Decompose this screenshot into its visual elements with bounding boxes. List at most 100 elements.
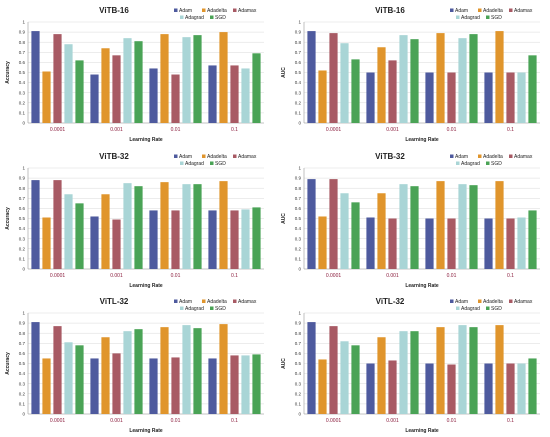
bar-sgd — [410, 39, 419, 123]
bar-adamax — [171, 74, 180, 123]
bar-adamax — [388, 360, 397, 414]
bar-adagrad — [399, 184, 408, 269]
legend-label-adagrad: Adagrad — [185, 306, 204, 312]
legend-label-adamax: Adamax — [238, 154, 257, 160]
y-tick-label: 0.1 — [295, 257, 302, 262]
y-tick-label: 0.9 — [19, 176, 26, 181]
x-tick-label: 0.01 — [171, 418, 181, 424]
y-tick-label: 0.6 — [295, 60, 302, 65]
legend-swatch-adamax — [233, 8, 237, 12]
y-tick-label: 0.1 — [19, 402, 26, 407]
x-tick-label: 0.0001 — [50, 127, 66, 133]
y-tick-label: 0.4 — [295, 371, 302, 376]
y-tick-label: 0.5 — [295, 216, 302, 221]
chart-panel-vitl32-accuracy: ViTL-32 Adam Adadelta Adamax Adagrad SGD 0 0.1 0… — [2, 293, 272, 436]
x-axis-label: Learning Rate — [405, 137, 439, 143]
bar-adam — [90, 216, 99, 269]
bar-adagrad — [123, 38, 132, 123]
y-tick-label: 0.4 — [295, 226, 302, 231]
bar-adamax — [171, 210, 180, 269]
bar-sgd — [410, 186, 419, 269]
bar-adamax — [53, 34, 62, 124]
legend-swatch-adagrad — [180, 306, 184, 310]
bar-sgd — [528, 358, 537, 414]
legend-label-adamax: Adamax — [514, 8, 533, 14]
bar-adam — [208, 210, 217, 269]
bar-adam — [31, 322, 40, 414]
y-tick-label: 0.3 — [295, 236, 302, 241]
bar-sgd — [252, 354, 261, 414]
y-axis-label: AUC — [281, 358, 287, 369]
y-tick-label: 1 — [298, 311, 301, 316]
chart-panel-vitl32-auc: ViTL-32 Adam Adadelta Adamax Adagrad SGD 0 0.1 0… — [278, 293, 548, 436]
bar-adadelta — [42, 71, 51, 123]
y-tick-label: 0.8 — [19, 40, 26, 45]
x-tick-label: 0.0001 — [326, 273, 342, 279]
y-tick-label: 1 — [298, 20, 301, 25]
bar-sgd — [528, 55, 537, 123]
bar-adam — [366, 363, 375, 414]
y-tick-label: 0.7 — [19, 196, 26, 201]
bar-adadelta — [436, 33, 445, 123]
bar-adadelta — [318, 216, 327, 269]
legend-swatch-adamax — [233, 299, 237, 303]
y-tick-label: 1 — [22, 311, 25, 316]
y-tick-label: 0.4 — [19, 371, 26, 376]
legend-swatch-adadelta — [202, 8, 206, 12]
y-tick-label: 0 — [22, 121, 25, 126]
chart-title: ViTB-32 — [375, 152, 405, 161]
x-tick-label: 0.0001 — [326, 418, 342, 424]
x-tick-label: 0.1 — [231, 418, 238, 424]
legend-label-adam: Adam — [179, 154, 192, 160]
y-tick-label: 0.8 — [295, 331, 302, 336]
y-tick-label: 0.3 — [295, 90, 302, 95]
bar-adagrad — [182, 325, 191, 414]
y-tick-label: 0 — [298, 121, 301, 126]
x-tick-label: 0.1 — [507, 418, 514, 424]
legend-label-adamax: Adamax — [238, 8, 257, 14]
y-tick-label: 0.9 — [19, 30, 26, 35]
bar-adagrad — [458, 325, 467, 414]
bar-adagrad — [340, 43, 349, 123]
y-tick-label: 0.7 — [19, 50, 26, 55]
legend-swatch-adagrad — [180, 161, 184, 165]
y-tick-label: 0.4 — [295, 80, 302, 85]
bar-adam — [425, 72, 434, 123]
bar-adadelta — [495, 31, 504, 124]
bar-adamax — [230, 210, 239, 269]
bar-adamax — [388, 60, 397, 123]
legend-label-adadelta: Adadelta — [483, 299, 503, 305]
bar-adadelta — [42, 217, 51, 269]
legend-swatch-adadelta — [202, 299, 206, 303]
y-tick-label: 1 — [22, 20, 25, 25]
chart-panel-vitb16-auc: ViTB-16 Adam Adadelta Adamax Adagrad SGD 0 0.1 0… — [278, 2, 548, 145]
legend-label-adam: Adam — [455, 299, 468, 305]
bar-sgd — [193, 328, 202, 414]
bar-adam — [484, 363, 493, 414]
bar-adagrad — [64, 342, 73, 414]
legend-label-sgd: SGD — [491, 161, 502, 167]
bar-adamax — [506, 218, 515, 269]
x-tick-label: 0.0001 — [50, 418, 66, 424]
bar-adadelta — [160, 327, 169, 414]
legend-label-adagrad: Adagrad — [461, 15, 480, 21]
y-tick-label: 0.4 — [19, 80, 26, 85]
bar-adadelta — [377, 337, 386, 414]
bar-adamax — [447, 218, 456, 269]
bar-adam — [307, 31, 316, 124]
bar-adagrad — [64, 194, 73, 269]
x-tick-label: 0.1 — [507, 127, 514, 133]
legend-swatch-adadelta — [202, 154, 206, 158]
bar-adagrad — [64, 44, 73, 123]
y-tick-label: 0 — [298, 412, 301, 417]
bar-adadelta — [219, 181, 228, 269]
x-tick-label: 0.01 — [447, 273, 457, 279]
y-tick-label: 0.1 — [295, 402, 302, 407]
y-tick-label: 0.7 — [295, 341, 302, 346]
y-tick-label: 0.9 — [295, 321, 302, 326]
bar-adadelta — [436, 181, 445, 269]
chart-title: ViTL-32 — [100, 297, 129, 306]
bar-adam — [484, 72, 493, 123]
bar-adagrad — [399, 331, 408, 414]
